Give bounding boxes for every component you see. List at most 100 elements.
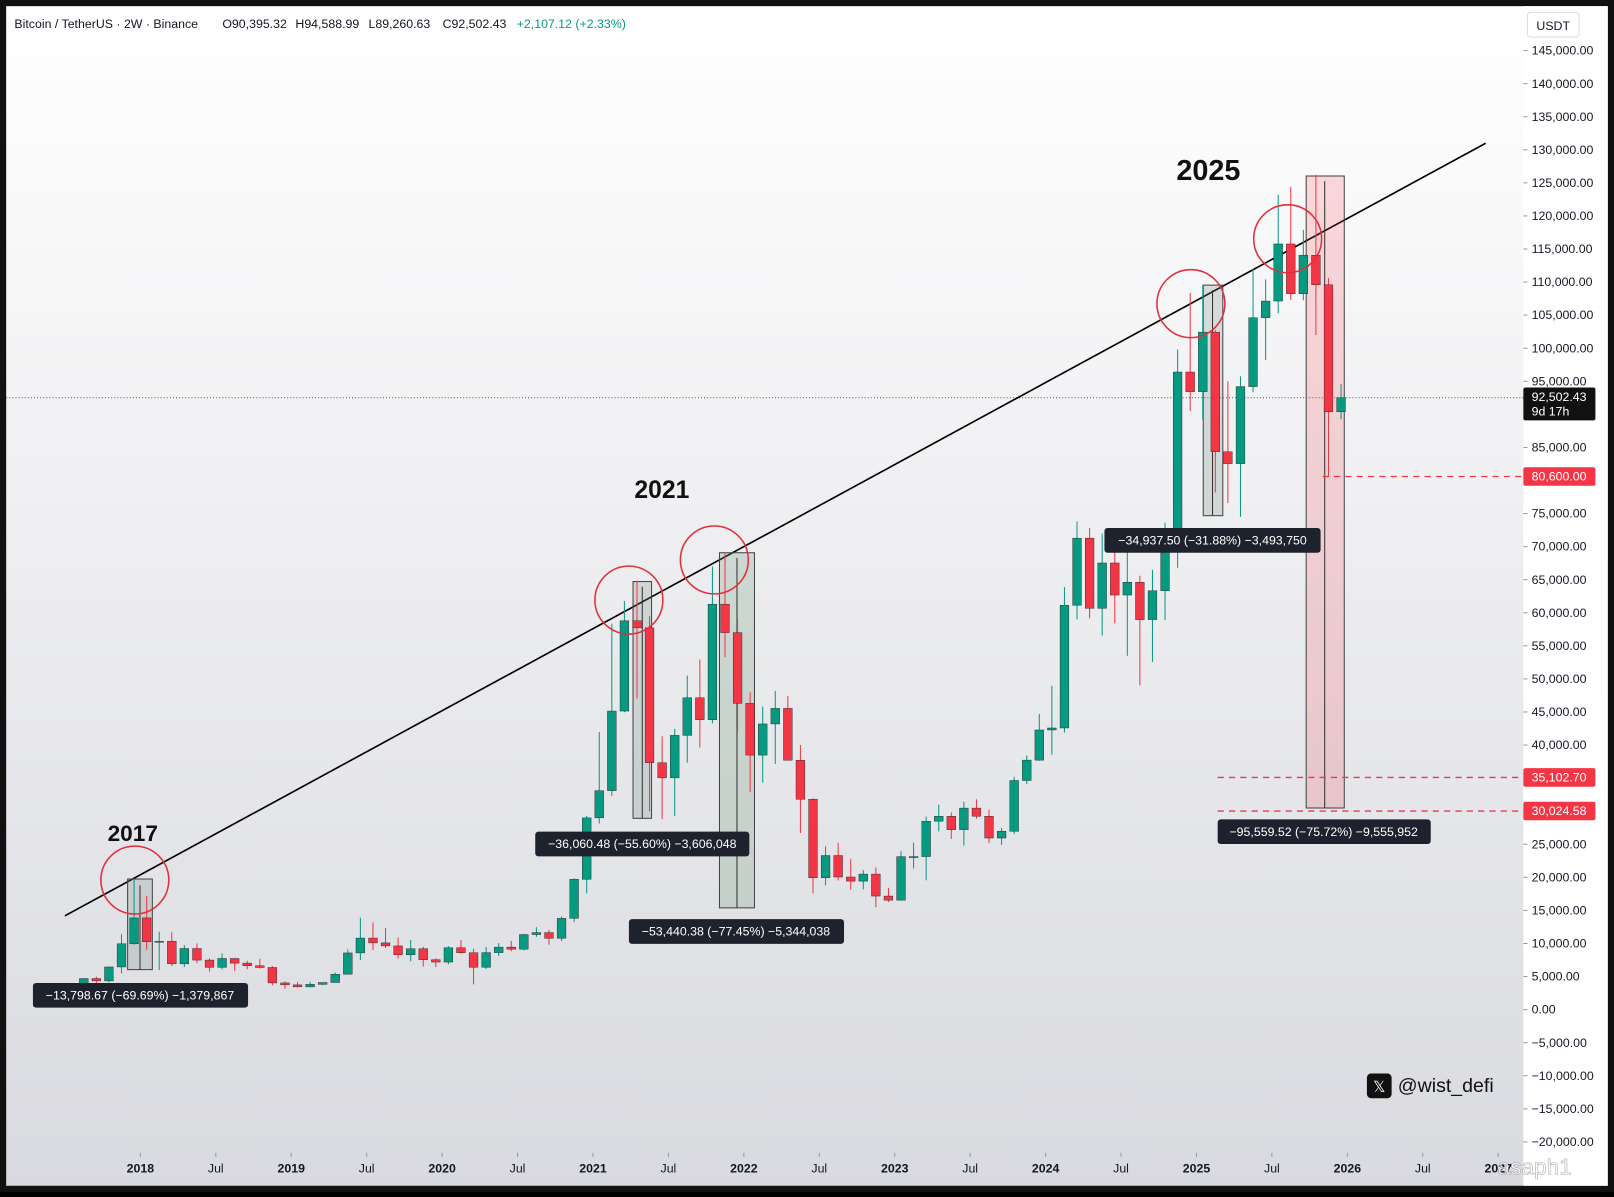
candle-body [267, 967, 277, 984]
candle-body [393, 945, 403, 955]
candle-body [644, 627, 655, 763]
candle-body [1223, 451, 1233, 464]
y-tick-label: 125,000.00 [1532, 176, 1594, 190]
candle-body [305, 984, 315, 988]
y-tick-label: 130,000.00 [1532, 143, 1594, 157]
candle-body [1173, 371, 1183, 546]
y-tick-label: 25,000.00 [1532, 837, 1587, 851]
candle-body [255, 965, 265, 968]
trendline [64, 142, 1487, 917]
candle-body [443, 947, 453, 963]
candle-body [431, 959, 441, 963]
candle-body [1336, 397, 1346, 412]
y-tick-label: 75,000.00 [1532, 507, 1587, 521]
y-tick-label: 15,000.00 [1532, 904, 1587, 918]
candle-body [1072, 537, 1082, 606]
y-tick-label: 40,000.00 [1532, 738, 1587, 752]
x-tick-label: 2027 [1484, 1161, 1512, 1175]
ohlc-open: O90,395.32 [222, 17, 287, 31]
y-tick-label: 10,000.00 [1532, 937, 1587, 951]
x-logo [1366, 1073, 1392, 1099]
candle-body [1122, 582, 1132, 596]
candle-body [506, 946, 516, 950]
y-tick-label: 140,000.00 [1532, 77, 1594, 91]
x-tick-label: Jul [1264, 1161, 1280, 1175]
candle-body [368, 937, 378, 944]
x-tick-label: Jul [208, 1161, 224, 1175]
candle-body [1185, 371, 1195, 392]
y-tick-label: −15,000.00 [1532, 1102, 1594, 1116]
candle-body [179, 948, 189, 965]
candle-body [1147, 590, 1158, 620]
candle-body [808, 799, 818, 878]
candle-body [783, 708, 793, 761]
price-tag-label: 35,102.70 [1532, 771, 1587, 785]
y-tick-label: 100,000.00 [1532, 341, 1594, 355]
measure-label: −95,559.52 (−75.72%) −9,555,952 [1229, 825, 1418, 839]
candle-body [745, 703, 755, 756]
candle-body [406, 948, 416, 955]
candle-body [758, 723, 768, 756]
candle-body [343, 952, 353, 975]
candle-body [142, 917, 152, 942]
x-tick-label: Jul [661, 1161, 677, 1175]
measure-label: −13,798.67 (−69.69%) −1,379,867 [46, 988, 235, 1002]
candle-body [242, 962, 252, 966]
measure-label: −53,440.38 (−77.45%) −5,344,038 [642, 925, 831, 939]
candle-body [355, 937, 365, 954]
candle-body [154, 941, 164, 943]
ohlc-close: C92,502.43 [443, 17, 507, 31]
candle-body [1235, 386, 1246, 464]
y-tick-label: 120,000.00 [1532, 209, 1594, 223]
candle-body [670, 735, 680, 779]
x-tick-label: Jul [510, 1161, 526, 1175]
y-tick-label: −10,000.00 [1532, 1069, 1594, 1083]
y-tick-label: 145,000.00 [1532, 44, 1594, 58]
y-tick-label: −5,000.00 [1532, 1036, 1587, 1050]
circles [100, 204, 1323, 915]
candle-body [695, 697, 705, 720]
x-logo-glyph: 𝕏 [1373, 1079, 1385, 1096]
candle-body [1110, 562, 1120, 596]
x-tick-label: 2026 [1334, 1161, 1362, 1175]
candle-body [1022, 759, 1032, 781]
price-tag-label: 30,024.58 [1532, 804, 1587, 818]
price-tag [1523, 768, 1596, 787]
change: +2,107.12 (+2.33%) [517, 17, 626, 31]
price-tag-label: 80,600.00 [1532, 470, 1587, 484]
ohlc-high: H94,588.99 [295, 17, 359, 31]
x-tick-label: Jul [1415, 1161, 1431, 1175]
y-tick-label: 70,000.00 [1532, 540, 1587, 554]
x-tick-label: Jul [962, 1161, 978, 1175]
candle-body [971, 807, 982, 817]
candle-body [531, 932, 542, 935]
candle-body [1135, 582, 1145, 620]
candle-body [1198, 331, 1208, 392]
candle-body [946, 816, 956, 830]
candle-body [871, 873, 881, 897]
y-tick-label: 85,000.00 [1532, 441, 1587, 455]
candle-body [908, 856, 919, 858]
y-tick-label: 5,000.00 [1532, 970, 1580, 984]
candle-body [280, 982, 290, 986]
last-price-label: 92,502.43 [1532, 390, 1587, 404]
year-label: 2025 [1176, 155, 1240, 187]
x-tick-label: 2020 [428, 1161, 456, 1175]
y-tick-label: 55,000.00 [1532, 639, 1587, 653]
candle-body [1261, 300, 1271, 318]
x-tick-label: 2022 [730, 1161, 758, 1175]
x-tick-label: 2021 [579, 1161, 607, 1175]
candle-body [846, 876, 856, 882]
watermark-handle: @wist_defi [1398, 1075, 1494, 1097]
candle-body [494, 946, 504, 953]
candle-body [1311, 255, 1321, 285]
x-tick-label: Jul [359, 1161, 375, 1175]
candle-body [1298, 255, 1308, 294]
candle-body [91, 978, 101, 982]
candle-body [569, 879, 579, 919]
candle-body [481, 952, 491, 968]
countdown: 9d 17h [1532, 404, 1570, 418]
measure-labels: −13,798.67 (−69.69%) −1,379,867 −36,060.… [32, 528, 1431, 1008]
candle-body [858, 873, 868, 882]
